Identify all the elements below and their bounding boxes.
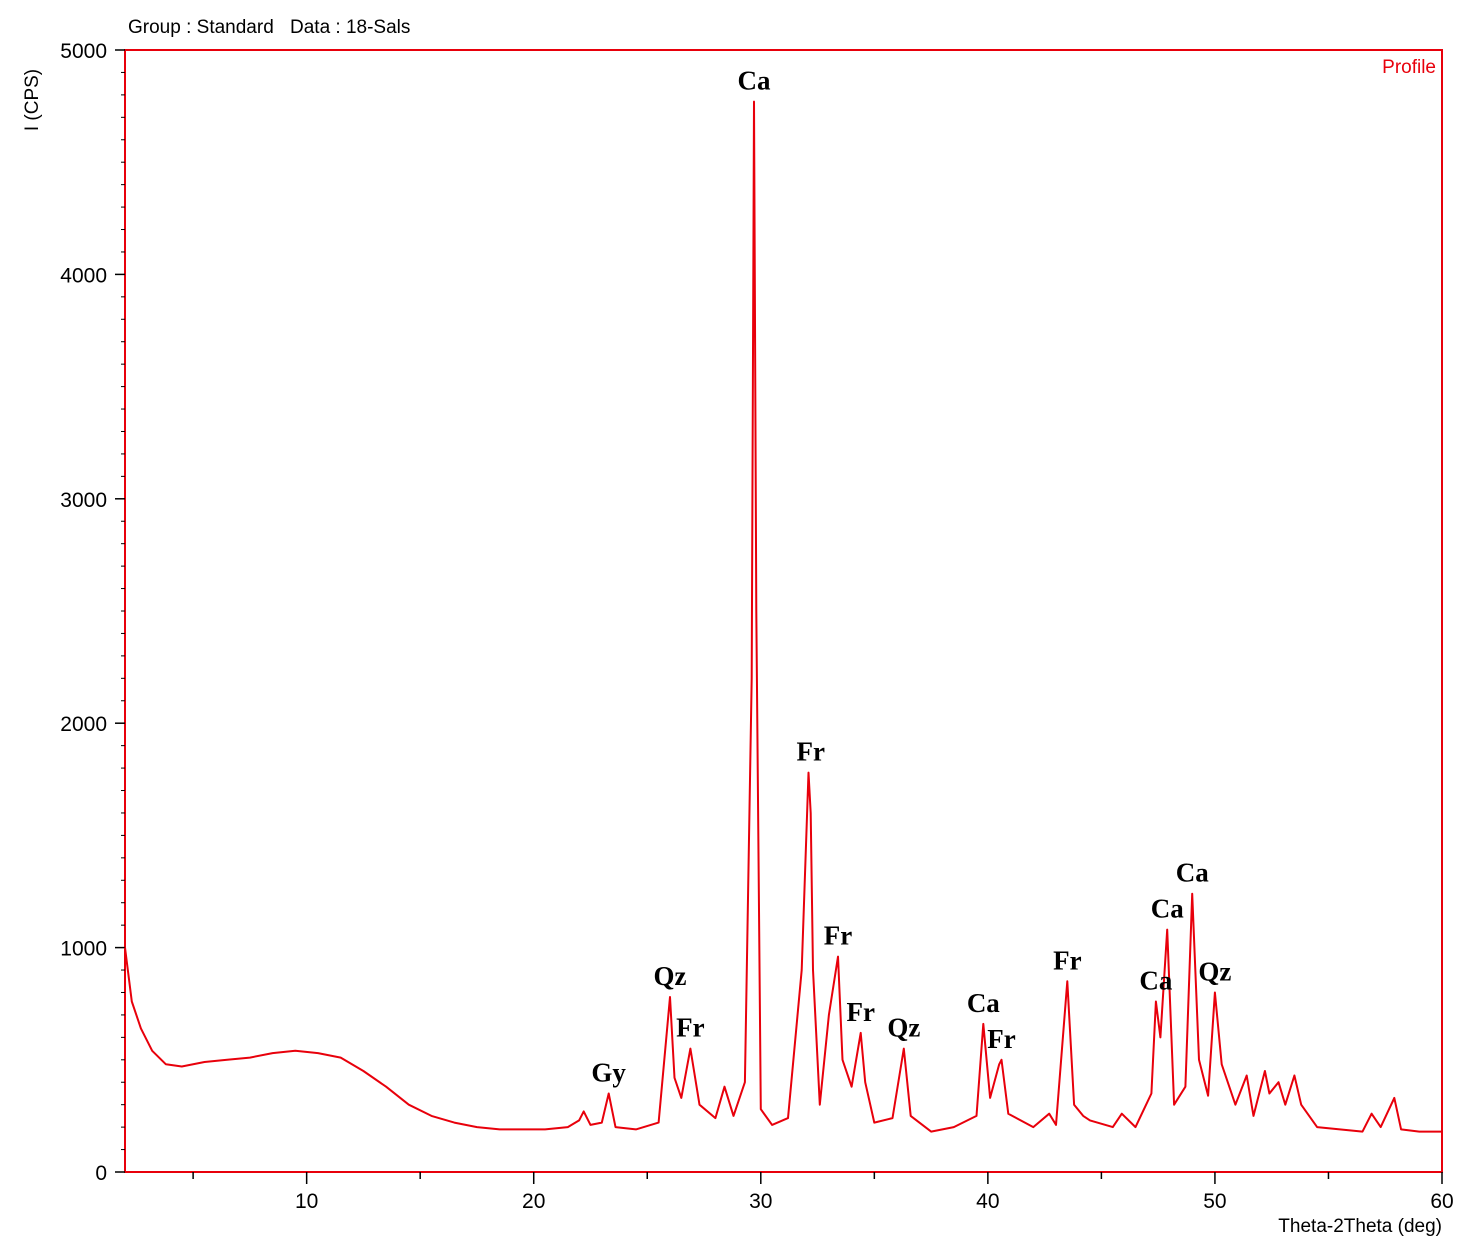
y-tick-label: 2000 [60,713,107,736]
y-tick-label: 3000 [60,489,107,512]
x-tick-label: 60 [1430,1190,1453,1213]
y-tick-label: 4000 [60,264,107,287]
peak-label-ca: Ca [737,66,770,96]
peak-label-qz: Qz [1198,956,1231,986]
y-axis-ticks: 0 1000 2000 3000 4000 5000 [60,40,125,1185]
peak-label-ca: Ca [1151,894,1184,924]
legend-profile: Profile [1382,57,1436,78]
x-tick-label: 50 [1203,1190,1226,1213]
peak-label-qz: Qz [887,1013,920,1043]
x-axis-ticks: 10 20 30 40 50 60 [192,1172,1454,1213]
peak-label-gy: Gy [591,1057,626,1087]
y-tick-label: 0 [95,1162,107,1185]
peak-label-fr: Fr [824,921,852,951]
x-tick-label: 10 [295,1190,318,1213]
y-tick-label: 1000 [60,938,107,961]
x-tick-label: 40 [976,1190,999,1213]
plot-frame [124,49,1443,1173]
peak-label-fr: Fr [676,1013,704,1043]
profile-series-line [124,100,1442,1133]
peak-label-fr: Fr [987,1024,1015,1054]
y-minor-ticks [121,71,125,1151]
x-tick-label: 20 [522,1190,545,1213]
peak-label-fr: Fr [846,997,874,1027]
peak-label-qz: Qz [653,961,686,991]
peak-label-ca: Ca [1176,858,1209,888]
peak-annotations: Gy Qz Fr Ca Fr Fr Fr Qz Ca Fr Fr Ca Ca Ca Qz [591,66,1231,1088]
peak-label-ca: Ca [967,988,1000,1018]
x-axis-title: Theta-2Theta (deg) [1278,1216,1442,1237]
peak-label-fr: Fr [797,737,825,767]
y-axis-title: I (CPS) [22,69,43,131]
group-label: Group : Standard [128,17,274,38]
peak-label-ca: Ca [1139,965,1172,995]
data-label: Data : 18-Sals [290,17,410,38]
y-tick-label: 5000 [60,40,107,63]
peak-label-fr: Fr [1053,945,1081,975]
x-tick-label: 30 [749,1190,772,1213]
